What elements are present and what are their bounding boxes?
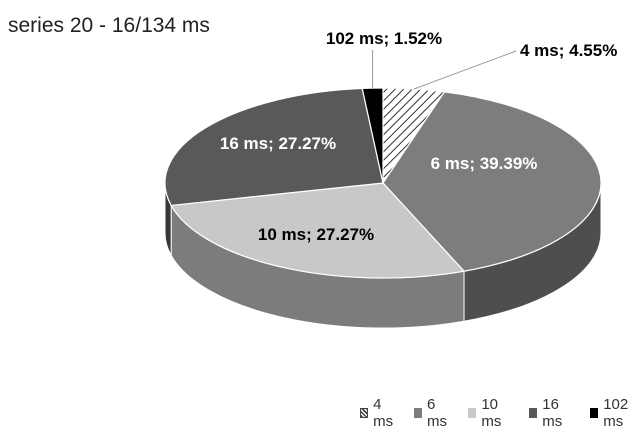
legend-label-4-ms: 4 ms [373, 396, 394, 430]
legend-item-4-ms: 4 ms [360, 396, 398, 430]
legend-swatch-6-ms [414, 408, 423, 418]
legend-item-6-ms: 6 ms [414, 396, 452, 430]
chart-title: series 20 - 16/134 ms [8, 14, 210, 37]
legend-label-16-ms: 16 ms [542, 396, 563, 430]
pie-slice-16-ms [164, 87, 384, 207]
leader-line-4-ms [413, 50, 517, 90]
legend-item-102-ms: 102 ms [590, 396, 642, 430]
data-label-16-ms: 16 ms; 27.27% [220, 134, 336, 153]
legend-label-102-ms: 102 ms [603, 396, 629, 430]
legend-item-10-ms: 10 ms [468, 396, 513, 430]
chart-legend: 4 ms 6 ms 10 ms 16 ms 102 ms [360, 396, 642, 430]
pie-slice-6-ms [382, 91, 602, 272]
legend-swatch-16-ms [529, 408, 538, 418]
legend-label-10-ms: 10 ms [481, 396, 502, 430]
data-label-10-ms: 10 ms; 27.27% [258, 225, 374, 244]
data-label-102-ms: 102 ms; 1.52% [326, 29, 442, 48]
pie-slice-10-ms [170, 182, 466, 279]
legend-item-16-ms: 16 ms [529, 396, 574, 430]
pie-chart: 4 ms; 4.55% 6 ms; 39.39% 10 ms; 27.27% 16 m… [164, 29, 617, 329]
legend-swatch-4-ms [360, 408, 369, 418]
legend-label-6-ms: 6 ms [427, 396, 448, 430]
legend-swatch-102-ms [590, 408, 599, 418]
data-label-4-ms: 4 ms; 4.55% [520, 41, 617, 60]
data-label-6-ms: 6 ms; 39.39% [431, 154, 538, 173]
legend-swatch-10-ms [468, 408, 477, 418]
